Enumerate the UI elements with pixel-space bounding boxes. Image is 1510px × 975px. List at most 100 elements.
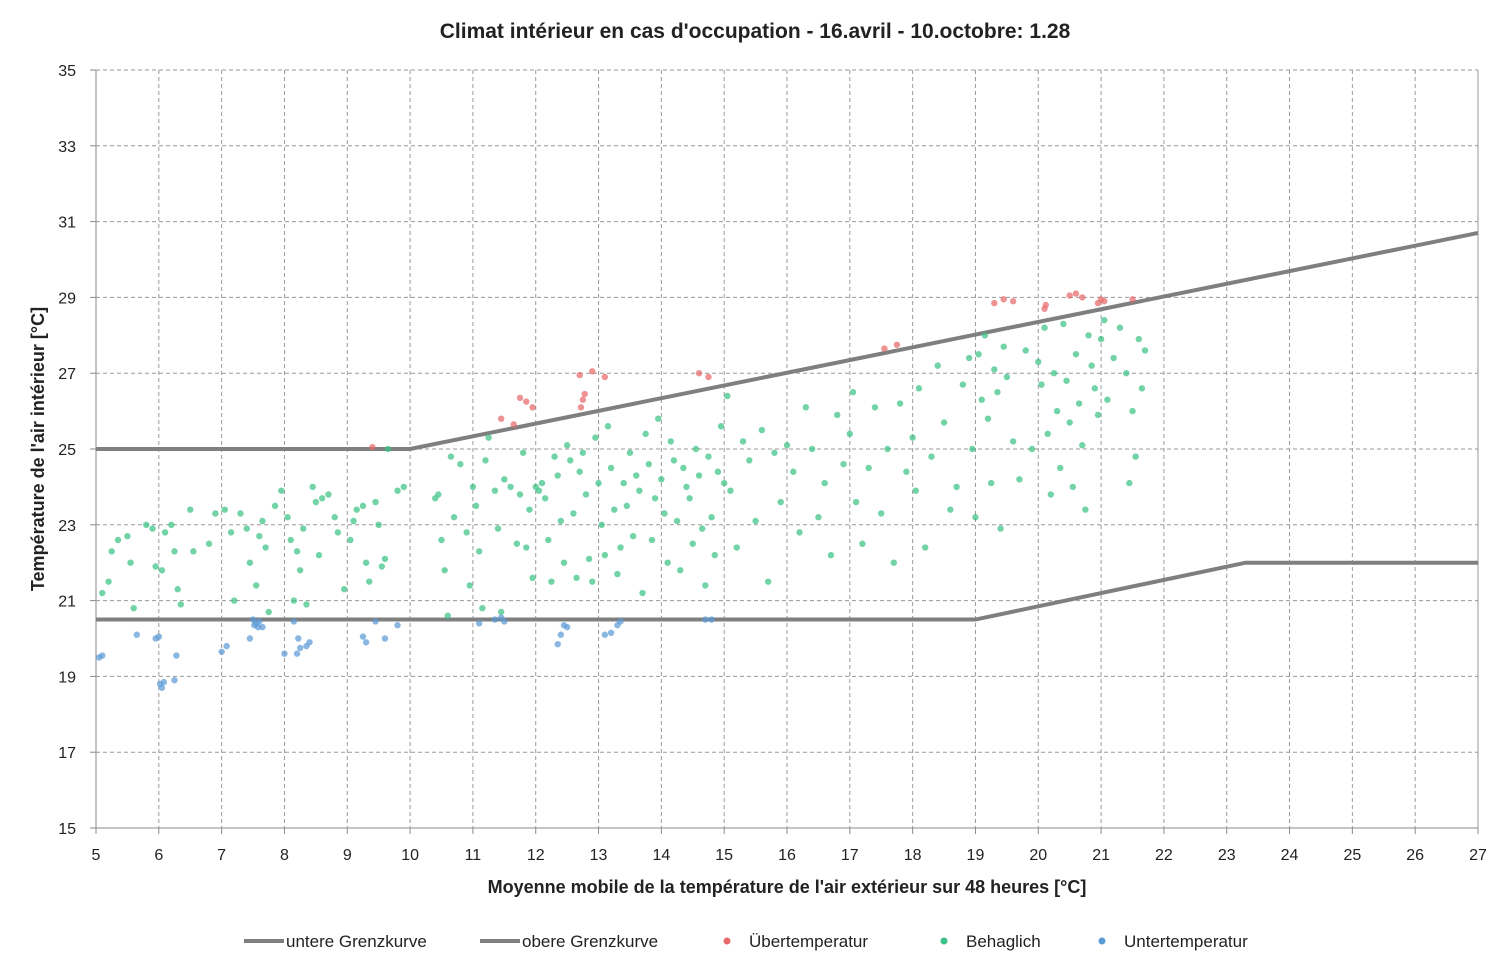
legend-label: untere Grenzkurve [286, 932, 427, 951]
data-point [231, 597, 238, 604]
data-point [601, 373, 609, 381]
data-point [171, 676, 178, 684]
data-point [965, 354, 973, 362]
data-point [381, 555, 389, 563]
data-point [865, 464, 872, 472]
data-point [1003, 373, 1011, 381]
data-point [174, 586, 181, 593]
data-point [683, 483, 690, 491]
data-point [677, 567, 684, 574]
data-point [545, 536, 552, 544]
data-point [221, 506, 228, 513]
data-point [1050, 370, 1058, 377]
data-point [1069, 483, 1077, 491]
data-point [331, 514, 338, 521]
data-point [912, 487, 919, 494]
data-point [878, 510, 885, 517]
data-point [708, 616, 715, 623]
legend-dot-swatch [1098, 937, 1106, 945]
data-point [639, 589, 646, 597]
data-point [227, 529, 235, 536]
data-point [1123, 370, 1130, 377]
data-point [463, 529, 470, 536]
data-point [366, 578, 373, 585]
data-point [978, 396, 985, 403]
data-point [127, 559, 134, 566]
data-point [881, 345, 888, 352]
data-point [290, 597, 298, 604]
data-point [595, 479, 602, 487]
data-point [915, 385, 923, 392]
data-point [1066, 292, 1073, 299]
data-point [256, 618, 263, 625]
series-untertemperatur [95, 614, 715, 691]
data-point [821, 479, 828, 487]
x-tick-label: 14 [652, 847, 670, 864]
x-tick-label: 16 [778, 847, 796, 864]
y-tick-label: 23 [58, 518, 76, 535]
y-tick-label: 27 [58, 366, 76, 383]
data-point [645, 460, 652, 468]
data-point [576, 371, 583, 379]
x-tick-label: 9 [343, 847, 352, 864]
data-point [589, 578, 596, 585]
data-point [560, 559, 568, 566]
data-point [296, 644, 304, 652]
data-point [133, 631, 141, 638]
data-point [359, 502, 367, 510]
data-point [802, 404, 810, 411]
data-point [1135, 335, 1142, 343]
y-tick-label: 15 [58, 821, 76, 838]
legend-label: Untertemperatur [1124, 932, 1248, 951]
data-point [369, 443, 376, 451]
data-point [212, 510, 219, 517]
data-point [896, 400, 904, 407]
data-point [991, 299, 998, 307]
data-point [987, 479, 995, 487]
data-point [661, 510, 668, 517]
data-point [746, 457, 753, 464]
data-point [457, 460, 464, 468]
data-point [567, 457, 574, 464]
data-point [99, 652, 106, 659]
y-tick-label: 25 [58, 442, 76, 459]
y-tick-label: 33 [58, 139, 76, 156]
data-point [928, 453, 935, 460]
y-tick-label: 17 [58, 745, 76, 762]
x-tick-label: 22 [1155, 847, 1173, 864]
data-point [991, 366, 998, 373]
data-point [633, 472, 640, 479]
data-point [717, 423, 725, 430]
data-point [441, 567, 448, 574]
data-point [1022, 347, 1029, 354]
data-point [695, 370, 703, 377]
data-point [466, 582, 473, 589]
data-point [529, 404, 536, 411]
data-point [1079, 442, 1086, 449]
data-point [604, 423, 612, 430]
data-point [611, 506, 618, 513]
data-point [350, 517, 357, 525]
data-point [475, 548, 483, 555]
data-point [589, 368, 596, 375]
data-point [450, 514, 458, 521]
data-point [1072, 351, 1080, 358]
data-point [400, 483, 408, 491]
data-point [579, 396, 587, 403]
data-point [510, 421, 517, 428]
data-point [1094, 411, 1102, 419]
data-point [708, 514, 715, 521]
data-point [890, 559, 897, 566]
data-point [664, 559, 671, 566]
y-axis-title: Température de l'air intérieur [°C] [28, 307, 48, 591]
data-point [295, 635, 302, 642]
data-point [601, 631, 609, 638]
data-point [570, 510, 577, 517]
x-tick-label: 10 [401, 847, 419, 864]
data-point [519, 449, 527, 456]
data-point [893, 341, 901, 348]
data-point [108, 548, 115, 555]
chart-title: Climat intérieur en cas d'occupation - 1… [440, 20, 1071, 43]
